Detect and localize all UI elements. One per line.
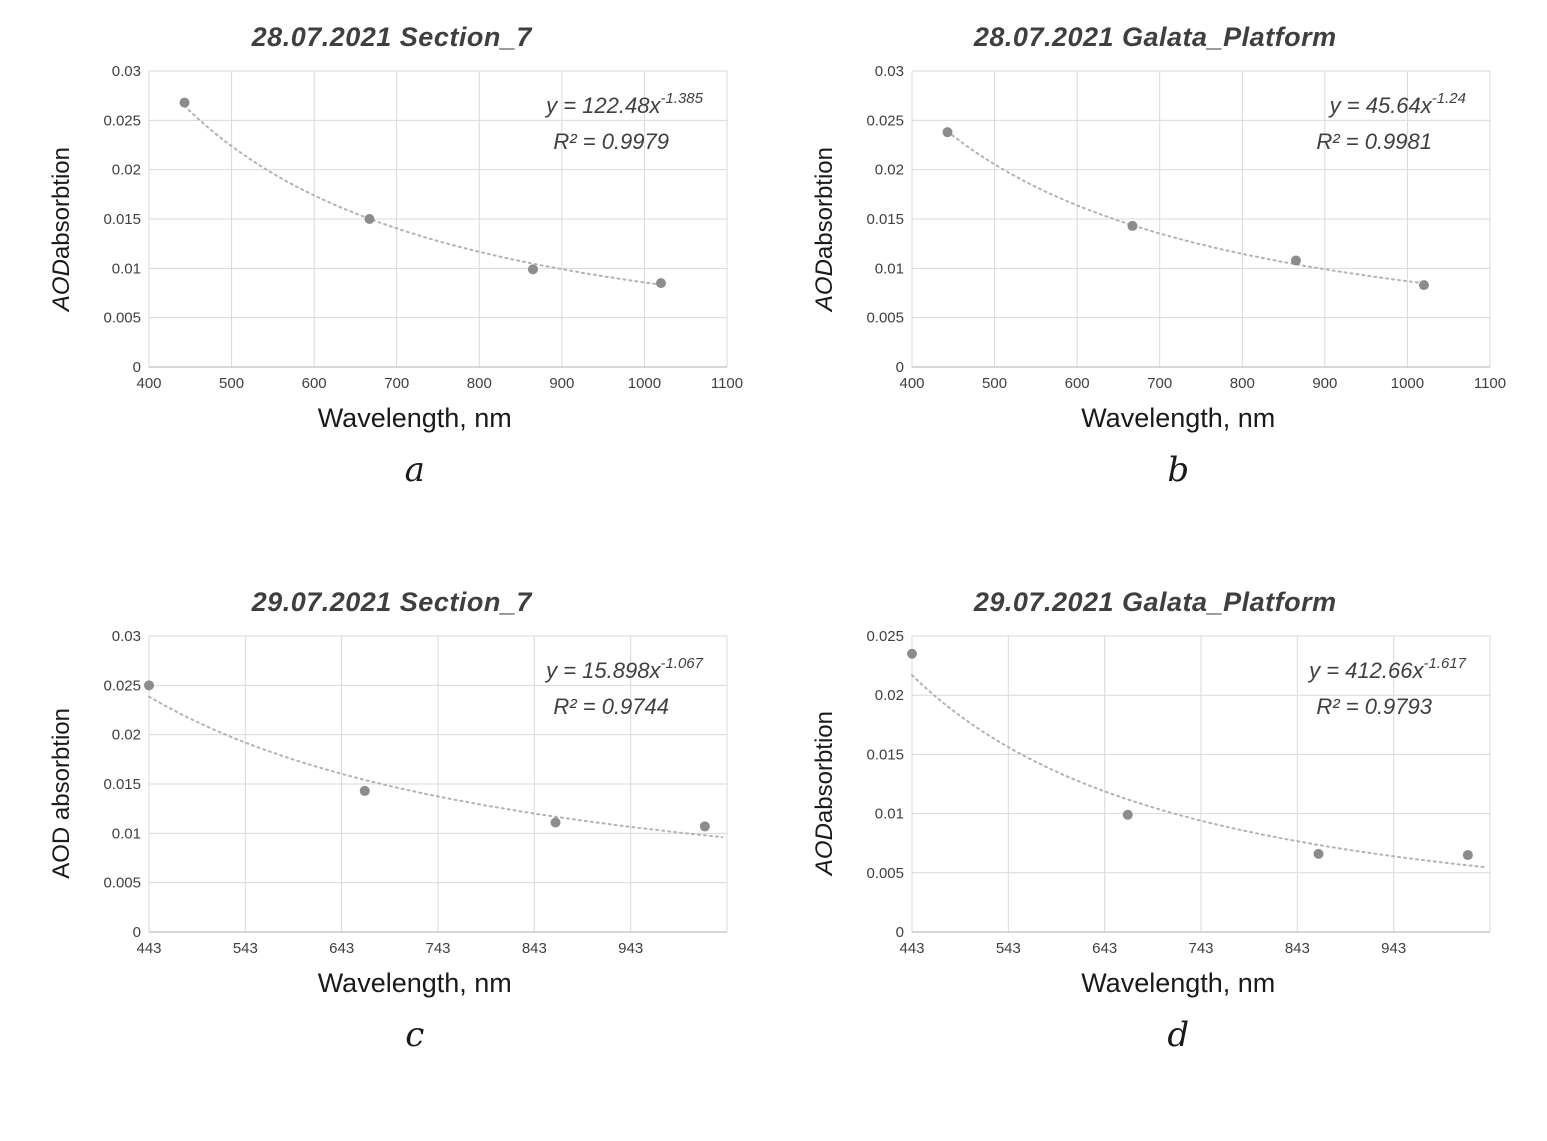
svg-text:0: 0 <box>896 359 904 376</box>
svg-text:0.015: 0.015 <box>867 211 905 228</box>
y-axis-label: AOD absorbtion <box>804 147 846 311</box>
chart-figure-d: 29.07.2021 Galata_Platform AOD absorbtio… <box>774 571 1538 1136</box>
svg-text:y = 45.64x-1.24: y = 45.64x-1.24 <box>1328 90 1466 118</box>
svg-text:0.025: 0.025 <box>103 677 141 694</box>
svg-text:400: 400 <box>900 375 925 392</box>
svg-text:0.015: 0.015 <box>103 776 141 793</box>
chart-row: AOD absorbtion 0 0.005 0.01 0.015 0.02 0.025 0… <box>41 624 743 964</box>
svg-text:400: 400 <box>136 375 161 392</box>
svg-text:743: 743 <box>1189 940 1214 957</box>
y-axis-label-rest: AOD absorbtion <box>47 708 75 879</box>
svg-text:y = 122.48x-1.385: y = 122.48x-1.385 <box>544 90 704 118</box>
svg-text:500: 500 <box>982 375 1007 392</box>
y-axis-label: AOD absorbtion <box>41 708 83 879</box>
svg-text:0.005: 0.005 <box>867 864 905 881</box>
svg-text:0.015: 0.015 <box>867 746 905 763</box>
chart-figure-b: 28.07.2021 Galata_Platform AOD absorbtio… <box>774 6 1538 571</box>
svg-text:0.02: 0.02 <box>112 162 141 179</box>
x-axis-label: Wavelength, nm <box>317 403 512 433</box>
svg-text:R² = 0.9793: R² = 0.9793 <box>1317 694 1433 719</box>
svg-text:0.01: 0.01 <box>112 825 141 842</box>
svg-text:0.015: 0.015 <box>103 211 141 228</box>
svg-text:543: 543 <box>233 940 258 957</box>
svg-text:0: 0 <box>896 924 904 941</box>
svg-text:543: 543 <box>996 940 1021 957</box>
svg-text:0: 0 <box>132 359 140 376</box>
svg-text:y = 412.66x-1.617: y = 412.66x-1.617 <box>1307 655 1467 683</box>
subfigure-caption: d <box>1167 1014 1190 1055</box>
svg-text:R² = 0.9981: R² = 0.9981 <box>1317 129 1433 154</box>
svg-text:800: 800 <box>1230 375 1255 392</box>
svg-text:R² = 0.9979: R² = 0.9979 <box>553 129 669 154</box>
chart-row: AOD absorbtion 0 0.005 0.01 0.015 0.02 0.025 4… <box>804 624 1506 964</box>
svg-text:R² = 0.9744: R² = 0.9744 <box>553 694 669 719</box>
chart-title: 28.07.2021 Section_7 <box>251 22 532 52</box>
chart-plot: 0 0.005 0.01 0.015 0.02 0.025 0.03 400 500 600 700… <box>867 63 1507 392</box>
svg-text:743: 743 <box>425 940 450 957</box>
svg-text:0.03: 0.03 <box>112 628 141 645</box>
y-axis-label: AOD absorbtion <box>41 147 83 311</box>
svg-text:0.025: 0.025 <box>867 112 905 129</box>
svg-text:700: 700 <box>1147 375 1172 392</box>
svg-text:0.03: 0.03 <box>875 63 904 80</box>
svg-text:0: 0 <box>132 924 140 941</box>
chart-plot: 0 0.005 0.01 0.015 0.02 0.025 443 543 643 743 843 9… <box>867 628 1491 957</box>
svg-text:y = 15.898x-1.067: y = 15.898x-1.067 <box>544 655 704 683</box>
svg-text:0.02: 0.02 <box>875 162 904 179</box>
subfigure-caption: a <box>404 450 425 490</box>
y-axis-label-rest: absorbtion <box>811 711 839 824</box>
svg-text:1100: 1100 <box>711 375 743 392</box>
subfigure-caption: c <box>405 1014 425 1055</box>
svg-text:1000: 1000 <box>627 375 660 392</box>
svg-text:700: 700 <box>384 375 409 392</box>
chart-title: 29.07.2021 Galata_Platform <box>973 586 1337 617</box>
svg-text:0.005: 0.005 <box>103 310 141 327</box>
chart-title: 29.07.2021 Section_7 <box>251 586 532 617</box>
x-axis-label: Wavelength, nm <box>1081 967 1276 998</box>
svg-text:0.02: 0.02 <box>112 726 141 743</box>
svg-text:443: 443 <box>900 940 925 957</box>
y-axis-label: AOD absorbtion <box>804 711 846 875</box>
svg-text:0.02: 0.02 <box>875 687 904 704</box>
chart-title: 28.07.2021 Galata_Platform <box>973 22 1337 52</box>
svg-text:0.03: 0.03 <box>112 63 141 80</box>
svg-text:0.01: 0.01 <box>875 805 904 822</box>
svg-text:443: 443 <box>136 940 161 957</box>
svg-text:800: 800 <box>467 375 492 392</box>
chart-plot: 0 0.005 0.01 0.015 0.02 0.025 0.03 443 543 643 743… <box>103 628 728 957</box>
svg-text:0.005: 0.005 <box>867 310 905 327</box>
x-axis-label: Wavelength, nm <box>1081 403 1276 433</box>
chart-figure-c: 29.07.2021 Section_7 AOD absorbtion 0 0.0… <box>10 571 774 1136</box>
chart-figure-a: 28.07.2021 Section_7 AOD absorbtion 0 0.0… <box>10 6 774 571</box>
subfigure-caption: b <box>1167 450 1190 490</box>
svg-text:500: 500 <box>219 375 244 392</box>
y-axis-label-italic: AOD <box>811 259 839 312</box>
svg-text:643: 643 <box>1092 940 1117 957</box>
svg-text:943: 943 <box>618 940 643 957</box>
svg-text:900: 900 <box>549 375 574 392</box>
svg-text:643: 643 <box>329 940 354 957</box>
svg-text:900: 900 <box>1313 375 1338 392</box>
svg-text:0.01: 0.01 <box>875 260 904 277</box>
svg-text:600: 600 <box>1065 375 1090 392</box>
y-axis-label-rest: absorbtion <box>47 146 75 260</box>
svg-text:0.005: 0.005 <box>103 874 141 891</box>
chart-row: AOD absorbtion 0 0.005 0.01 0.015 0.02 0.025 0… <box>41 59 743 399</box>
svg-text:1000: 1000 <box>1391 375 1424 392</box>
svg-text:943: 943 <box>1381 940 1406 957</box>
svg-text:843: 843 <box>1285 940 1310 957</box>
svg-text:1100: 1100 <box>1474 375 1506 392</box>
svg-text:843: 843 <box>522 940 547 957</box>
y-axis-label-italic: AOD <box>811 823 839 876</box>
x-axis-label: Wavelength, nm <box>317 967 512 998</box>
svg-text:0.025: 0.025 <box>867 628 905 645</box>
y-axis-label-rest: absorbtion <box>811 146 839 260</box>
svg-text:0.025: 0.025 <box>103 112 141 129</box>
chart-row: AOD absorbtion 0 0.005 0.01 0.015 0.02 0.025 0… <box>804 59 1506 399</box>
y-axis-label-italic: AOD <box>47 259 75 312</box>
chart-plot: 0 0.005 0.01 0.015 0.02 0.025 0.03 400 500 600 700… <box>103 63 743 392</box>
svg-text:0.01: 0.01 <box>112 260 141 277</box>
svg-text:600: 600 <box>301 375 326 392</box>
